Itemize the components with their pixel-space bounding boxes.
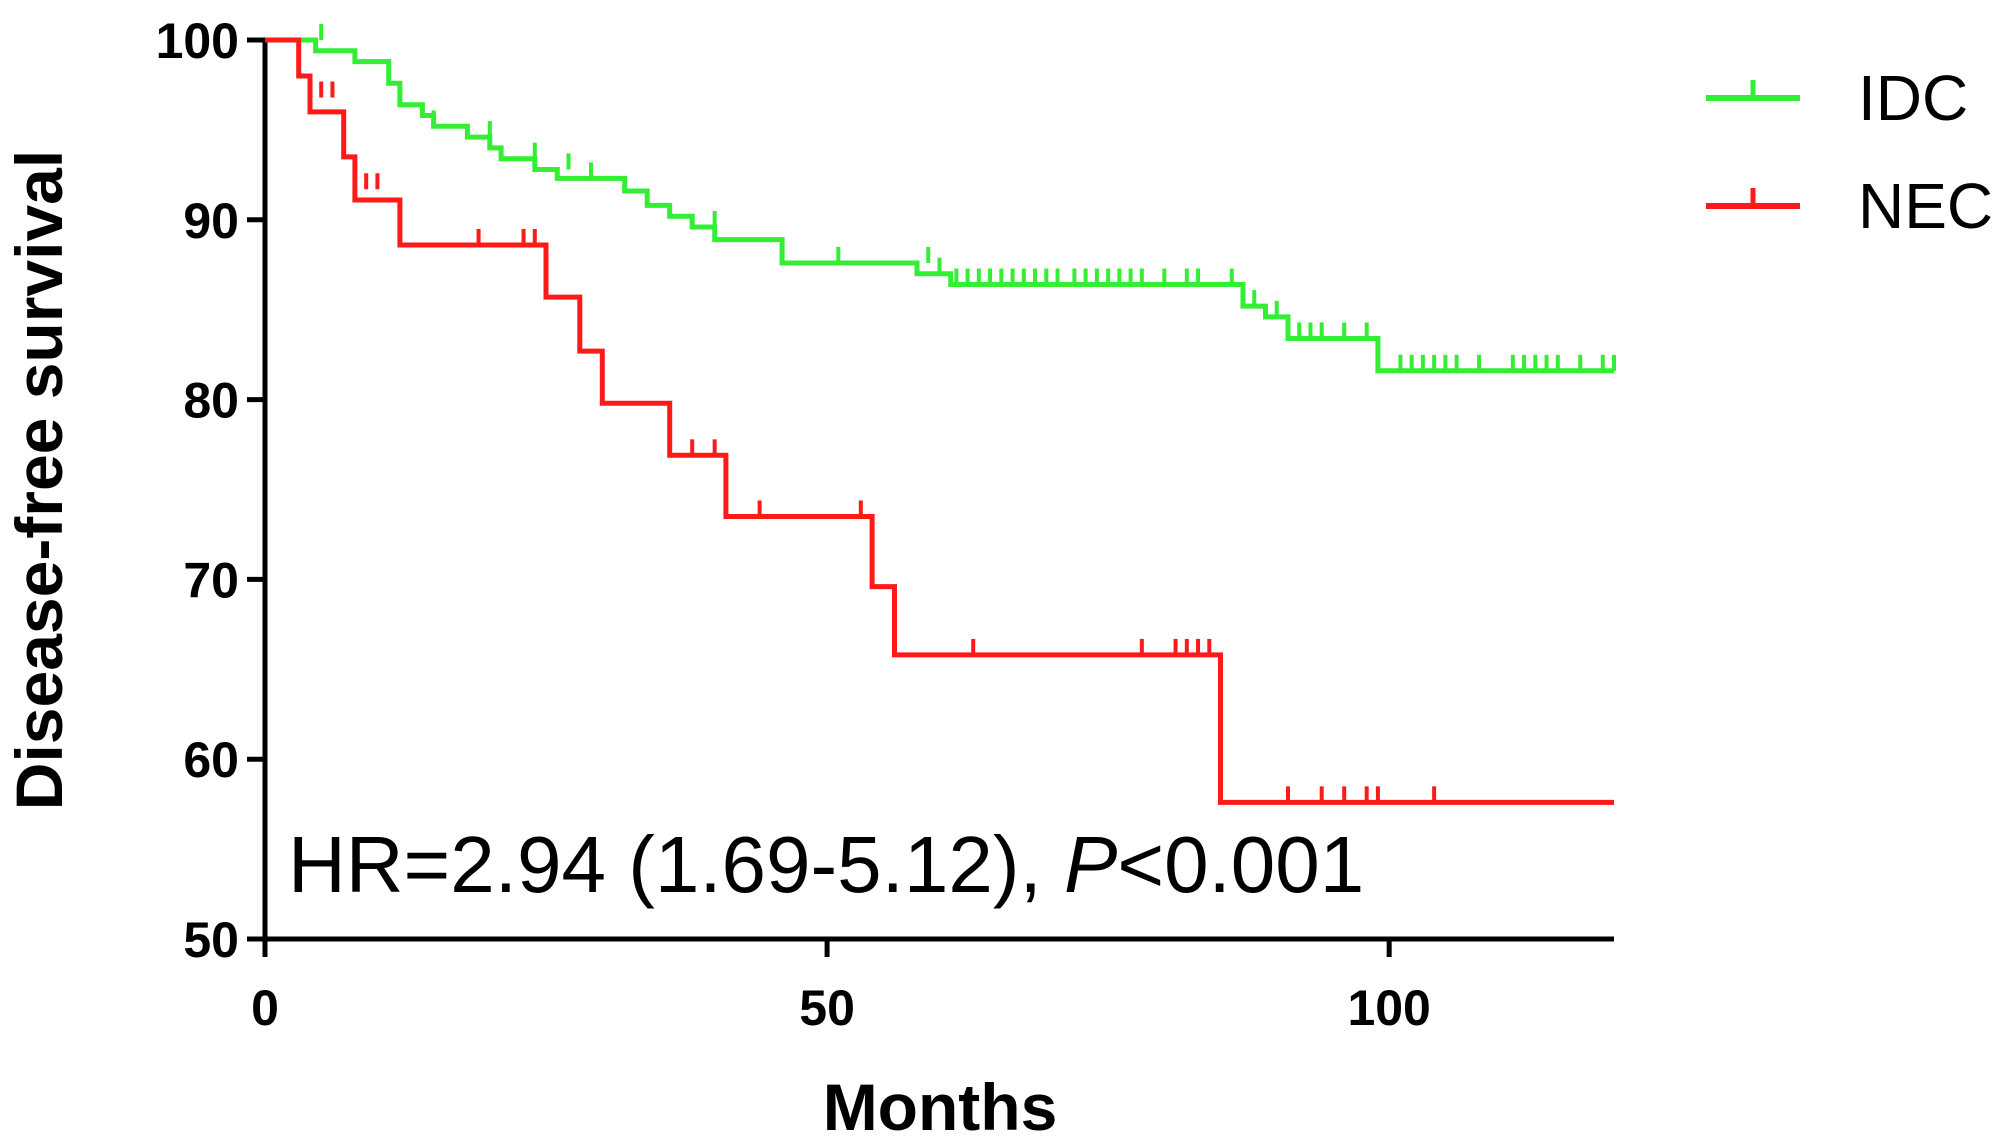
x-tick-label: 0 — [251, 980, 279, 1036]
y-tick-label: 100 — [156, 13, 239, 69]
series-layer — [265, 24, 1616, 805]
y-tick-label: 60 — [183, 732, 239, 788]
y-tick-label: 80 — [183, 373, 239, 429]
x-tick-label: 50 — [799, 980, 855, 1036]
nec-survival-line — [265, 37, 1614, 805]
idc-survival-line — [265, 37, 1614, 374]
x-axis-title: Months — [823, 1070, 1058, 1144]
legend-label-nec: NEC — [1858, 170, 1993, 242]
hazard-ratio-annotation: HR=2.94 (1.69-5.12), P<0.001 — [288, 820, 1364, 909]
y-tick-label: 70 — [183, 552, 239, 608]
y-tick-label: 90 — [183, 193, 239, 249]
x-tick-label: 100 — [1347, 980, 1430, 1036]
y-axis-title: Disease-free survival — [2, 150, 76, 810]
legend-label-idc: IDC — [1858, 62, 1968, 134]
legend: IDC NEC — [1706, 62, 1993, 242]
y-tick-label: 50 — [183, 912, 239, 968]
